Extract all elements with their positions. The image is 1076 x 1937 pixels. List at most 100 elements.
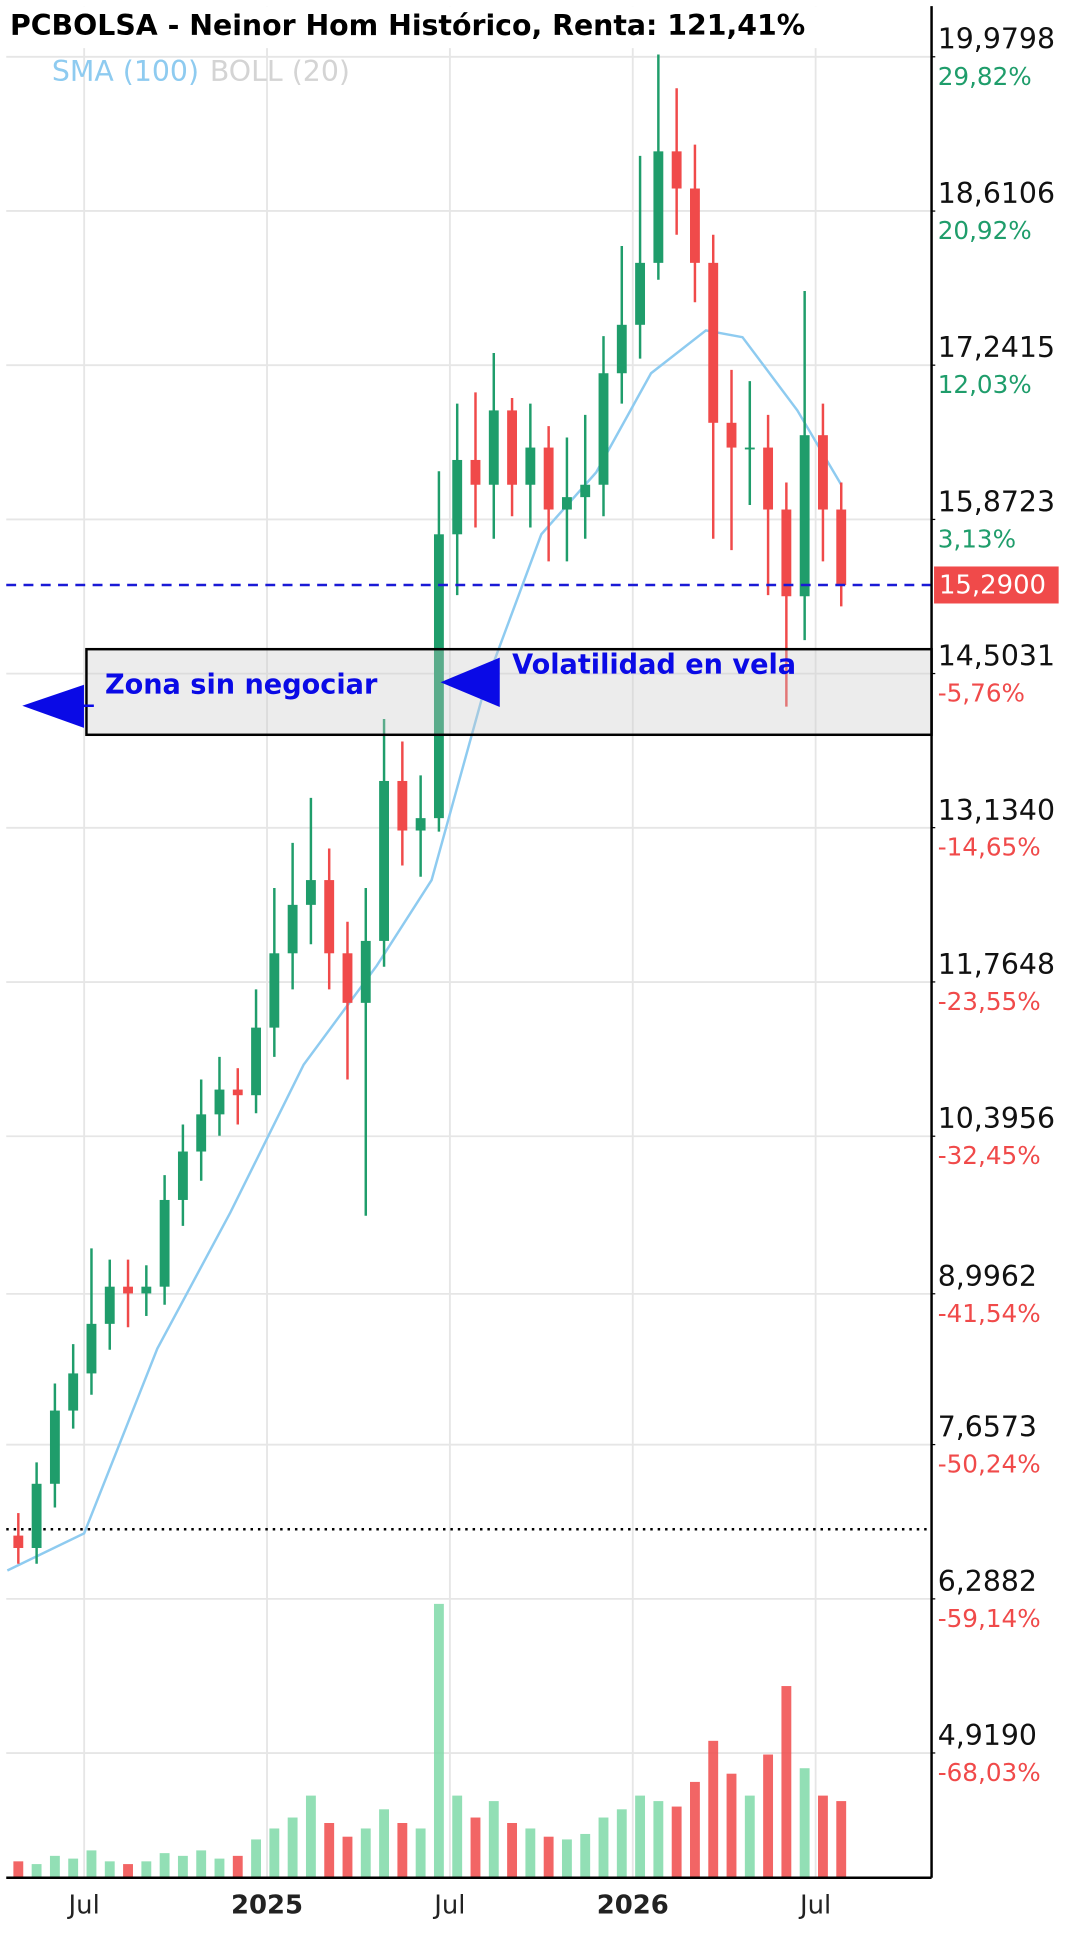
volume-bar	[251, 1839, 261, 1878]
volume-bar	[507, 1823, 518, 1878]
candle-body	[452, 459, 463, 535]
volume-bar	[543, 1836, 554, 1878]
candle-body	[671, 151, 682, 189]
candle-body	[68, 1373, 79, 1411]
y-tick-label: 7,6573	[938, 1411, 1037, 1444]
volume-bar	[68, 1858, 79, 1878]
y2-tick-label: 29,82%	[938, 62, 1032, 91]
candle-body	[104, 1286, 115, 1324]
volume-bar	[31, 1864, 42, 1878]
y-tick-label: 11,7648	[938, 948, 1055, 981]
volume-bar	[141, 1861, 152, 1878]
volume-bar	[104, 1861, 115, 1878]
candle-body	[708, 262, 719, 423]
x-tick-label: Jul	[67, 1891, 100, 1921]
volume-bar	[214, 1858, 225, 1878]
volume-bar	[561, 1839, 572, 1878]
volume-bar	[525, 1828, 536, 1878]
candle-body	[799, 435, 810, 597]
y2-tick-label: 3,13%	[938, 524, 1016, 553]
y-tick-label: 8,9962	[938, 1260, 1037, 1293]
grid	[6, 6, 932, 1878]
candle-body	[251, 1027, 261, 1096]
volume-bar	[781, 1686, 792, 1878]
marks	[6, 54, 933, 1878]
volume-bar	[635, 1795, 646, 1878]
candle-body	[653, 151, 664, 263]
annotation: Zona sin negociar	[105, 669, 378, 700]
volume-bar	[744, 1795, 755, 1878]
last-price-box	[934, 566, 1059, 604]
candle-body	[635, 262, 646, 325]
y2-tick-label: -23,55%	[938, 987, 1041, 1016]
volume-bar	[123, 1864, 133, 1878]
y-tick-label: 18,6106	[938, 177, 1055, 210]
volume-bar	[708, 1740, 719, 1878]
y-tick-label: 6,2882	[938, 1565, 1037, 1598]
y2-tick-label: -5,76%	[938, 679, 1025, 708]
volume-bar	[86, 1850, 97, 1878]
volume-bar	[360, 1828, 371, 1878]
y2-tick-label: 12,03%	[938, 370, 1032, 399]
arrow	[22, 684, 84, 728]
legend-sma[interactable]: SMA (100)	[52, 55, 199, 88]
volume-bar	[470, 1817, 481, 1878]
y-tick-label: 19,9798	[938, 23, 1055, 56]
candle-body	[507, 410, 518, 485]
volume-bar	[324, 1823, 335, 1878]
volume-bar	[305, 1795, 316, 1878]
candle-body	[580, 484, 591, 498]
candle-body	[123, 1286, 133, 1294]
candle-body	[141, 1286, 152, 1294]
y-tick-label: 13,1340	[938, 794, 1055, 827]
candle-body	[415, 818, 426, 831]
x-tick-label: Jul	[798, 1891, 831, 1921]
volume-bar	[488, 1801, 499, 1878]
candle-body	[525, 447, 536, 485]
volume-bar	[269, 1828, 280, 1878]
last-price-label: 15,2900	[939, 571, 1046, 601]
candle-body	[616, 324, 627, 374]
volume-bar	[616, 1809, 627, 1878]
volume-bar	[836, 1801, 847, 1878]
candle-body	[196, 1114, 207, 1152]
volume-bar	[177, 1855, 188, 1878]
candle-body	[177, 1151, 188, 1200]
volume-bar	[397, 1823, 408, 1878]
y-tick-label: 10,3956	[938, 1102, 1055, 1135]
volume-bar	[598, 1817, 609, 1878]
volume-bar	[433, 1603, 444, 1878]
candle-body	[744, 447, 755, 450]
candle-body	[49, 1410, 60, 1484]
volume-bar	[452, 1795, 463, 1878]
y2-tick-label: -68,03%	[938, 1758, 1041, 1787]
candle-body	[397, 780, 408, 831]
chart-title: PCBOLSA - Neinor Hom Histórico, Renta: 1…	[10, 9, 805, 42]
volume-bar	[49, 1855, 60, 1878]
legend-boll[interactable]: BOLL (20)	[210, 55, 350, 88]
candle-body	[488, 410, 499, 485]
volume-bar	[379, 1809, 389, 1878]
candle-body	[232, 1089, 243, 1096]
candle-body	[763, 447, 774, 510]
y-tick-label: 14,5031	[938, 640, 1055, 673]
candle-body	[342, 953, 353, 1003]
y2-tick-label: -41,54%	[938, 1299, 1041, 1328]
candle-body	[86, 1323, 97, 1374]
volume-bar	[763, 1754, 774, 1878]
volume-bar	[159, 1853, 170, 1878]
y-tick-label: 4,9190	[938, 1719, 1037, 1752]
volume-bar	[196, 1850, 207, 1878]
candle-body	[360, 940, 371, 1003]
candle-body	[726, 422, 737, 448]
candle-body	[31, 1483, 42, 1548]
candle-body	[690, 188, 700, 263]
y2-tick-label: -50,24%	[938, 1450, 1041, 1479]
candle-body	[561, 497, 572, 510]
candle-body	[324, 880, 335, 954]
y2-tick-label: -14,65%	[938, 833, 1041, 862]
arrow	[440, 657, 500, 707]
y-tick-label: 17,2415	[938, 331, 1055, 364]
